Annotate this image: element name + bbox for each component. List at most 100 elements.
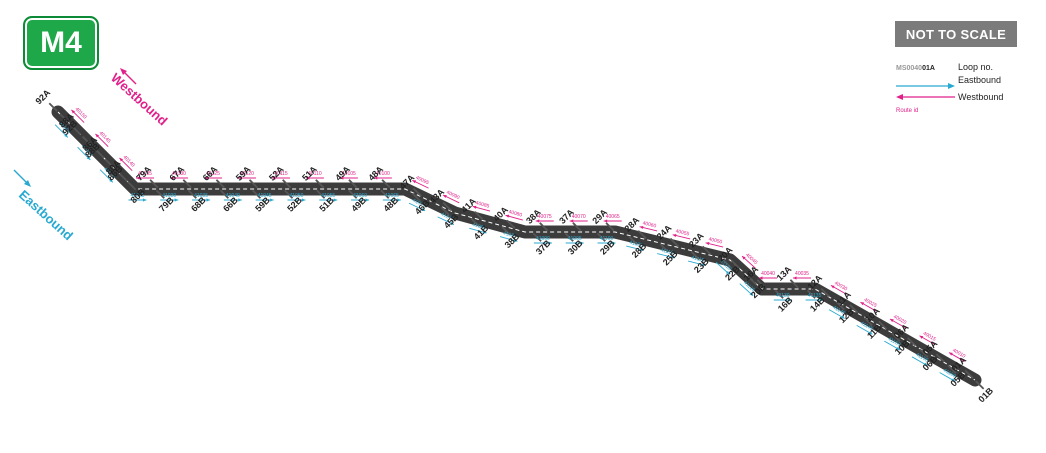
eastbound-route-id: 41060 [353, 193, 367, 199]
eastbound-route-arrowhead [450, 221, 454, 225]
eastbound-route-arrowhead [896, 346, 900, 350]
westbound-route-arrowhead [889, 318, 894, 323]
eastbound-loop-tick [835, 301, 845, 311]
westbound-loop-tick [282, 179, 292, 189]
westbound-route-id: 40095 [415, 175, 430, 187]
eastbound-loop-tick [59, 113, 69, 123]
westbound-route-id: 40130 [172, 171, 186, 177]
westbound-loop-tick [539, 222, 549, 232]
westbound-route-arrowhead [305, 176, 310, 180]
eastbound-loop-tick [564, 232, 574, 242]
westbound-loop-tick [906, 337, 917, 347]
westbound-loop-tick [605, 222, 615, 232]
eastbound-loop-tick [81, 135, 91, 145]
road-layer [51, 105, 982, 387]
not-to-scale-label: NOT TO SCALE [895, 21, 1017, 47]
eastbound-route-arrowhead [640, 247, 644, 252]
eastbound-route-id: 41065 [385, 193, 399, 199]
eastbound-route-id: 41075 [440, 211, 455, 223]
westbound-loop-tick [149, 179, 159, 189]
westbound-loop-tick [878, 320, 888, 330]
westbound-loop-tick [474, 211, 484, 221]
eastbound-loop-tick [628, 235, 638, 245]
eastbound-station-label: 01B [976, 385, 995, 404]
eastbound-route-id: 41025 [130, 193, 144, 199]
eastbound-route-arrowhead [142, 198, 147, 202]
eastbound-route-arrowhead [580, 241, 584, 245]
westbound-route-arrowhead [119, 157, 124, 162]
eastbound-loop-tick [187, 189, 197, 199]
eastbound-loop-tick [975, 380, 985, 390]
westbound-route-arrowhead [442, 195, 447, 198]
eastbound-route-arrowhead [174, 198, 179, 202]
route-badge: M4 [23, 16, 99, 70]
westbound-loop-tick [442, 201, 452, 211]
westbound-loop-tick [935, 353, 945, 363]
westbound-route-arrowhead [672, 233, 677, 238]
eastbound-route-arrowhead [868, 331, 873, 335]
legend-code-prefix: MS004001A [896, 65, 935, 72]
eastbound-route-id: 41095 [568, 236, 582, 242]
eastbound-loop-tick [348, 189, 358, 199]
westbound-loop-tick [789, 279, 799, 289]
westbound-route-id: 40085 [475, 200, 490, 209]
westbound-route-arrowhead [169, 176, 174, 180]
westbound-route-id: 40135 [138, 171, 152, 177]
eastbound-route-arrowhead [86, 156, 91, 160]
westbound-route-id: 40115 [274, 171, 288, 177]
westbound-route-arrowhead [759, 276, 763, 280]
westbound-route-id: 40040 [761, 271, 775, 277]
eastbound-loop-tick [891, 332, 901, 342]
westbound-loop-tick [637, 230, 647, 240]
westbound-route-arrowhead [742, 256, 746, 260]
westbound-loop-tick [756, 279, 766, 289]
eastbound-route-arrowhead [333, 198, 338, 202]
westbound-route-id: 40090 [445, 190, 460, 202]
lane-divider [57, 111, 976, 381]
westbound-route-arrowhead [505, 214, 510, 218]
westbound-loop-tick [315, 179, 325, 189]
eastbound-loop-tick [104, 158, 114, 168]
eastbound-route-id: 41100 [600, 236, 614, 242]
legend-eastbound-arrowhead-icon [948, 83, 955, 89]
westbound-route-arrowhead [71, 109, 76, 114]
westbound-route-id: 40075 [538, 214, 552, 220]
eastbound-route-arrowhead [421, 207, 426, 211]
eastbound-route-arrowhead [840, 315, 845, 319]
westbound-route-id: 40050 [708, 236, 723, 245]
eastbound-route-id: 41050 [289, 193, 303, 199]
eastbound-route-id: 41135 [808, 293, 822, 299]
eastbound-loop-tick [411, 192, 421, 202]
westbound-loop-tick [95, 149, 105, 159]
westbound-route-arrowhead [603, 219, 608, 223]
eastbound-loop-tick [806, 289, 816, 299]
westbound-loop-tick [669, 237, 679, 247]
eastbound-route-arrowhead [513, 238, 518, 242]
westbound-loop-tick [215, 179, 225, 189]
eastbound-loop-tick [470, 217, 480, 227]
westbound-loop-tick [381, 179, 391, 189]
westbound-route-arrowhead [412, 180, 417, 184]
westbound-direction-label: Westbound [108, 70, 170, 128]
legend: MS004001A Loop no. Eastbound Westbound R… [896, 62, 1003, 114]
westbound-route-arrowhead [95, 133, 100, 138]
eastbound-loop-tick [747, 276, 757, 286]
westbound-loop-tick [248, 179, 258, 189]
eastbound-route-arrowhead [365, 198, 370, 202]
eastbound-loop-tick [774, 289, 784, 299]
legend-loop-label: Loop no. [958, 62, 993, 72]
eastbound-route-arrowhead [923, 362, 928, 366]
eastbound-route-id: 41045 [258, 193, 272, 199]
westbound-route-arrowhead [948, 352, 953, 356]
eastbound-route-arrowhead [64, 133, 68, 138]
westbound-loop-tick [72, 126, 82, 136]
eastbound-route-arrowhead [109, 178, 113, 183]
eastbound-loop-tick [722, 258, 732, 268]
westbound-loop-tick [964, 369, 974, 379]
eastbound-route-arrowhead [701, 262, 706, 267]
eastbound-arrowhead-icon [24, 180, 31, 187]
westbound-route-arrowhead [830, 285, 835, 289]
westbound-route-arrowhead [472, 205, 477, 209]
westbound-route-arrowhead [535, 219, 540, 223]
